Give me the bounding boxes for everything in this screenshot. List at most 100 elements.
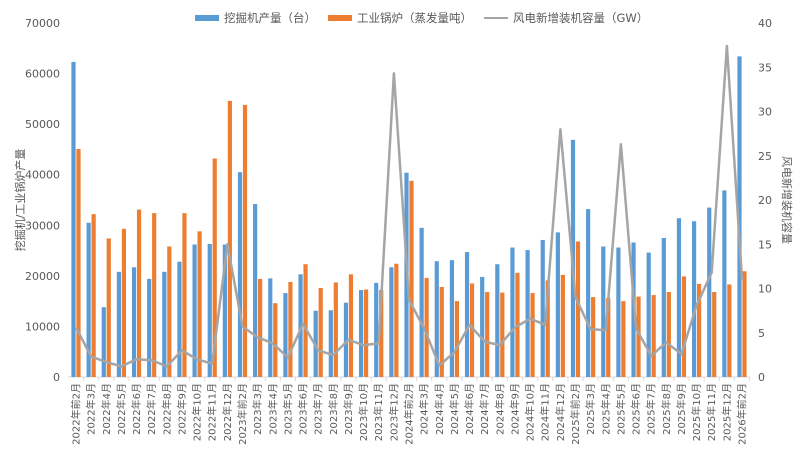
boiler-bar: [591, 297, 596, 377]
boiler-bar: [424, 277, 429, 377]
x-tick-label: 2024年10月: [524, 383, 537, 441]
excavator-bar: [449, 260, 455, 377]
boiler-bar: [152, 213, 157, 377]
left-tick-label: 10000: [25, 320, 60, 333]
boiler-bar: [197, 231, 202, 377]
x-tick-label: 2022年5月: [115, 383, 128, 435]
x-tick-label: 2023年5月: [281, 383, 294, 435]
excavator-bar: [207, 243, 212, 377]
x-tick-label: 2022年6月: [130, 383, 143, 435]
excavator-bar: [676, 218, 682, 377]
boiler-bar: [575, 241, 581, 377]
x-tick-label: 2024年4月: [433, 383, 446, 435]
left-tick-label: 20000: [25, 270, 60, 283]
legend-label: 挖掘机产量（台）: [224, 11, 316, 25]
x-tick-label: 2024年9月: [508, 383, 521, 435]
boiler-bar: [651, 295, 656, 377]
left-tick-label: 50000: [25, 118, 60, 131]
right-tick-label: 20: [758, 194, 772, 207]
x-tick-label: 2024年12月: [554, 383, 567, 441]
excavator-bar: [540, 239, 545, 377]
x-tick-label: 2023年4月: [266, 383, 279, 435]
chart-legend: 挖掘机产量（台） 工业锅炉（蒸发量吨） 风电新增装机容量（GW）: [195, 10, 648, 26]
right-axis-title: 风电新增装机容量: [780, 156, 794, 244]
x-tick-label: 2025年10月: [690, 383, 703, 441]
boiler-bar: [363, 289, 369, 377]
boiler-bar: [666, 292, 671, 377]
right-tick-label: 35: [758, 61, 772, 74]
x-tick-label: 2025年4月: [599, 383, 612, 435]
excavator-bar: [707, 207, 712, 377]
x-tick-label: 2025年12月: [720, 383, 733, 441]
left-axis-ticks: 0 10000 20000 30000 40000 50000 60000 70000: [25, 17, 60, 384]
left-axis-title: 挖掘机/工业锅炉产量: [13, 149, 27, 252]
boiler-bar: [182, 213, 187, 377]
wind-capacity-line: [74, 44, 744, 368]
legend-label: 工业锅炉（蒸发量吨）: [357, 11, 472, 25]
excavator-bar: [222, 244, 227, 377]
excavator-bar: [646, 252, 651, 377]
boiler-bar: [696, 283, 702, 377]
excavator-bar: [434, 261, 439, 377]
boiler-bar: [409, 180, 414, 377]
legend-item-excavator: 挖掘机产量（台）: [195, 10, 316, 26]
x-tick-label: 2025年3月: [584, 383, 597, 435]
excavator-bar: [116, 271, 122, 377]
x-tick-label: 2024年11月: [539, 383, 552, 441]
boiler-bar: [530, 293, 535, 377]
excavator-bar: [389, 267, 394, 377]
boiler-bar: [258, 278, 263, 377]
x-tick-label: 2025年11月: [705, 383, 718, 441]
excavator-bar: [358, 290, 364, 377]
right-tick-label: 10: [758, 283, 772, 296]
boiler-bar: [379, 290, 384, 377]
right-tick-label: 5: [758, 327, 765, 340]
boiler-bar: [121, 228, 127, 377]
excavator-bar: [177, 261, 182, 377]
excavator-bar: [464, 252, 470, 377]
x-tick-label: 2022年前2月: [70, 383, 83, 445]
boiler-bar: [469, 283, 475, 377]
x-tick-label: 2022年3月: [85, 383, 98, 435]
boiler-bar: [348, 274, 354, 377]
excavator-bar: [601, 246, 606, 377]
x-tick-label: 2024年3月: [418, 383, 431, 435]
boiler-bar: [333, 282, 338, 377]
boiler-bar: [212, 158, 217, 377]
x-tick-label: 2024年6月: [463, 383, 476, 435]
right-tick-label: 40: [758, 17, 772, 30]
boiler-bar: [636, 296, 641, 377]
x-tick-label: 2026年前2月: [736, 383, 749, 445]
left-tick-label: 70000: [25, 17, 60, 30]
x-tick-label: 2023年3月: [251, 383, 264, 435]
x-tick-label: 2023年11月: [372, 383, 385, 441]
excavator-bar: [616, 247, 621, 377]
excavator-bar: [691, 221, 697, 377]
boiler-bar: [273, 303, 278, 377]
boiler-bar: [394, 263, 399, 377]
x-tick-label: 2022年4月: [100, 383, 113, 435]
legend-swatch-line: [484, 17, 508, 19]
x-tick-label: 2024年8月: [493, 383, 506, 435]
boiler-bar: [681, 276, 687, 377]
x-tick-label: 2025年8月: [660, 383, 673, 435]
boiler-bar: [242, 104, 248, 377]
boiler-bar: [318, 287, 323, 377]
x-tick-label: 2022年10月: [191, 383, 204, 441]
legend-swatch-blue: [195, 15, 219, 21]
boiler-bar: [727, 284, 732, 377]
excavator-bar: [162, 271, 167, 377]
excavator-bar: [131, 267, 137, 377]
boiler-bar: [454, 301, 460, 377]
x-axis-ticks: 2022年前2月 2022年3月 2022年4月 2022年5月 2022年6月 2022…: [70, 377, 751, 445]
excavator-bar: [495, 264, 500, 377]
excavator-bar: [101, 307, 106, 377]
excavator-bar: [298, 274, 303, 377]
x-tick-label: 2023年9月: [342, 383, 355, 435]
x-tick-label: 2022年7月: [145, 383, 158, 435]
x-tick-label: 2023年7月: [312, 383, 325, 435]
x-tick-label: 2025年5月: [614, 383, 627, 435]
excavator-bar: [722, 190, 727, 377]
excavator-bar: [374, 282, 379, 377]
